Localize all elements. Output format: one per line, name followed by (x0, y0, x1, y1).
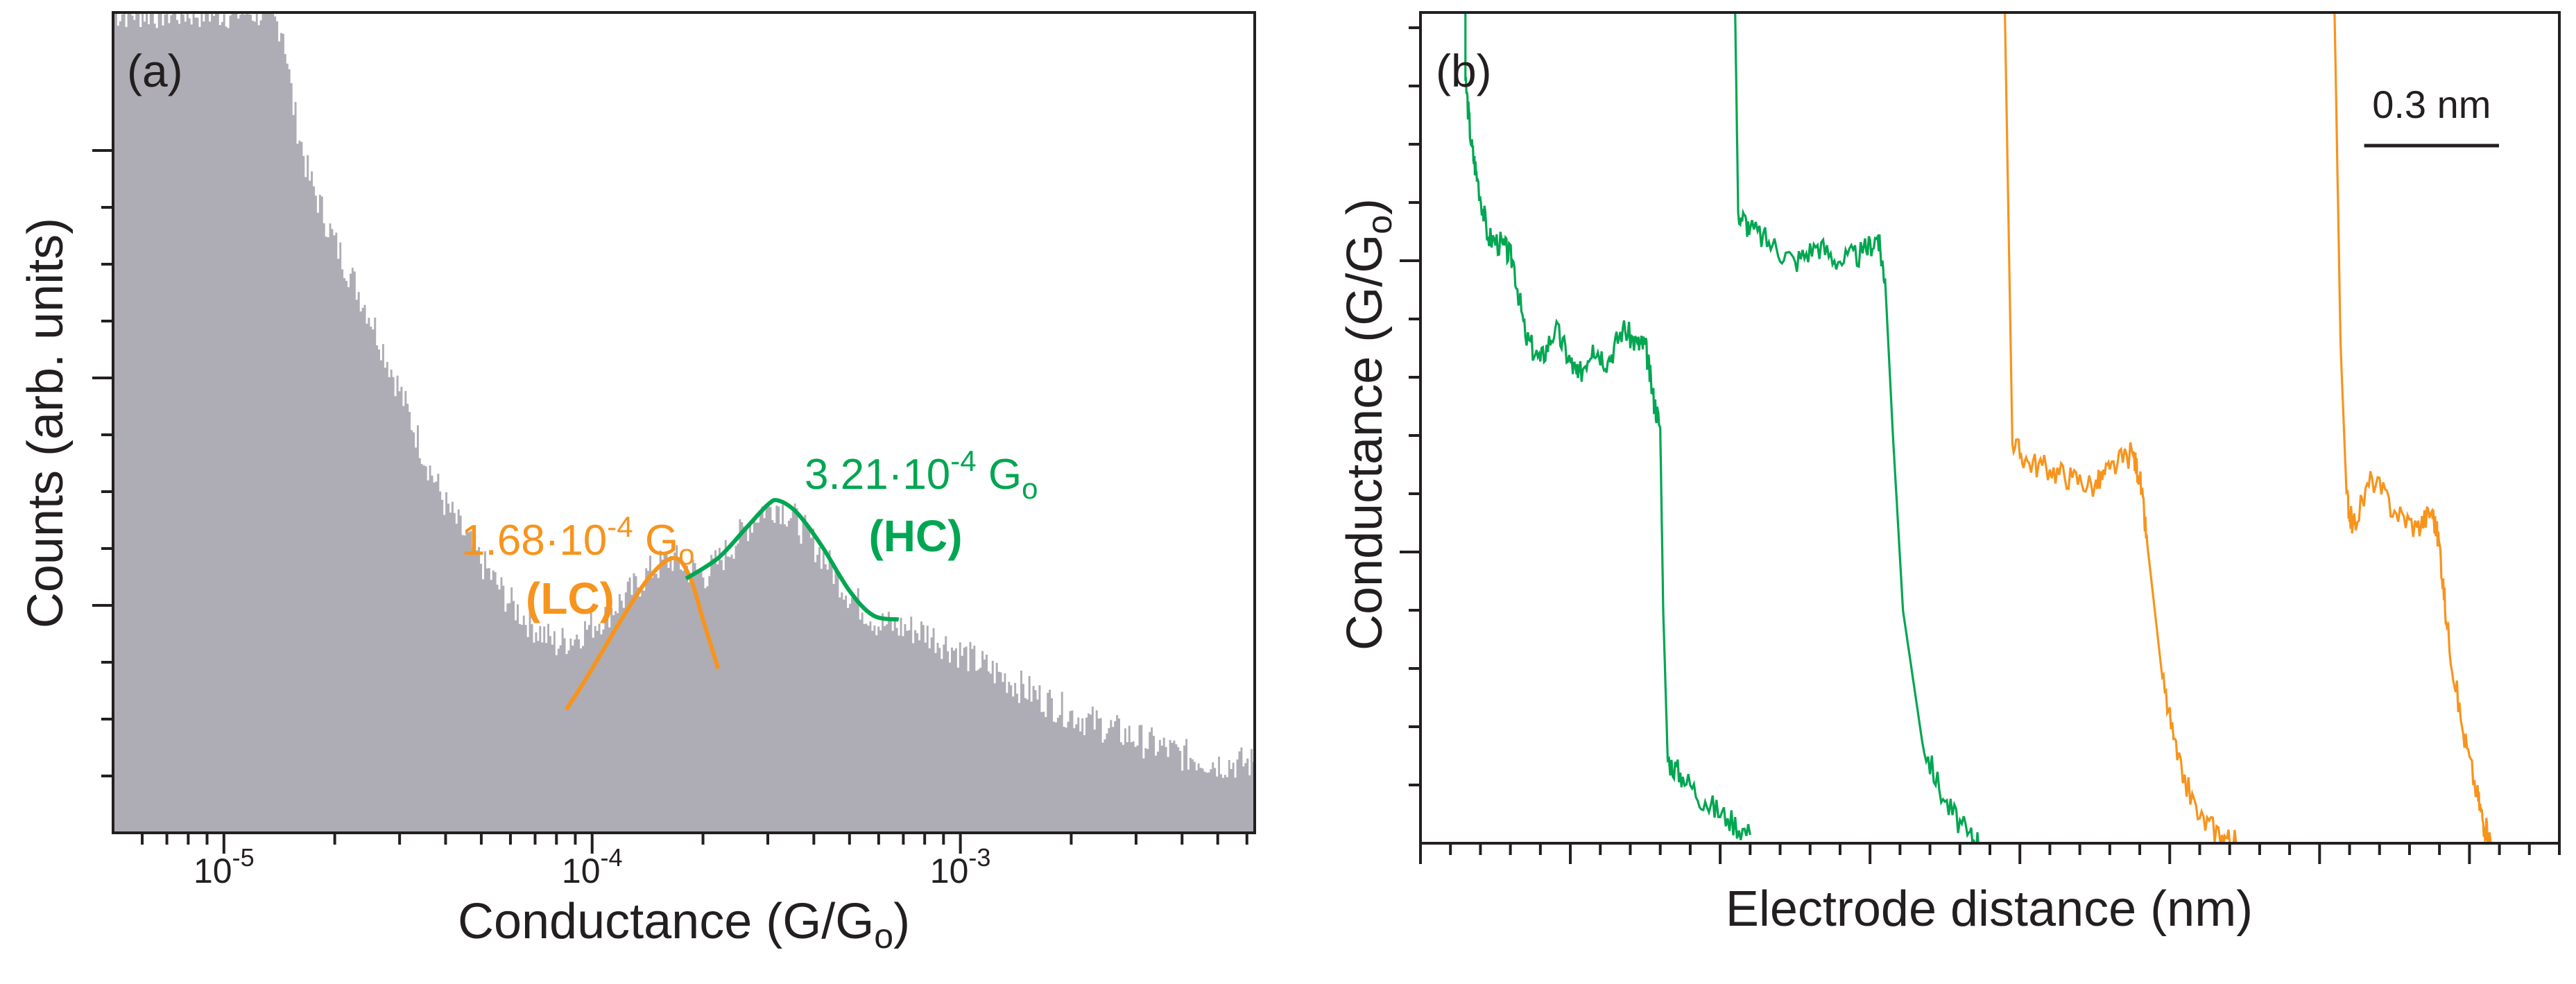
x-axis-label-a: Conductance (G/Go) (458, 894, 910, 956)
hc-label: (HC) (868, 511, 962, 561)
panel-a: (a) 10-5 10-4 10-3 Conductance (G/Go) Co… (18, 11, 1256, 956)
orange-trace-1 (2004, 12, 2238, 843)
ticks-b (1400, 26, 2561, 864)
tick-labels-a: 10-5 10-4 10-3 (194, 843, 990, 890)
tick-label: 10-5 (194, 843, 255, 890)
conductance-traces (1464, 12, 2493, 843)
tick-label: 10-4 (562, 843, 623, 890)
green-trace-2 (1734, 12, 1983, 843)
panel-b: (b) 0.3 nm Electrode distance (nm) Condu… (1337, 11, 2561, 937)
lc-label: (LC) (526, 573, 615, 623)
hc-gaussian-fit (685, 498, 900, 622)
x-axis-label-b: Electrode distance (nm) (1726, 881, 2253, 937)
y-axis-label-a: Counts (arb. units) (18, 218, 74, 628)
panel-label-b: (b) (1436, 45, 1492, 96)
lc-gaussian-fit (564, 555, 721, 711)
scale-bar-label: 0.3 nm (2372, 83, 2491, 126)
tick-label: 10-3 (930, 843, 991, 890)
plot-frame-a (112, 11, 1256, 834)
ticks-a (92, 149, 1248, 854)
hc-value-label: 3.21·10-4 Go (805, 444, 1038, 505)
plot-frame-b (1419, 11, 2561, 845)
orange-trace-2 (2333, 12, 2493, 843)
green-trace-1 (1464, 12, 1751, 840)
lc-value-label: 1.68·10-4 Go (461, 510, 694, 571)
y-axis-label-b: Conductance (G/Go) (1337, 198, 1399, 650)
panel-label-a: (a) (127, 45, 183, 96)
histogram-bars (113, 12, 1255, 833)
